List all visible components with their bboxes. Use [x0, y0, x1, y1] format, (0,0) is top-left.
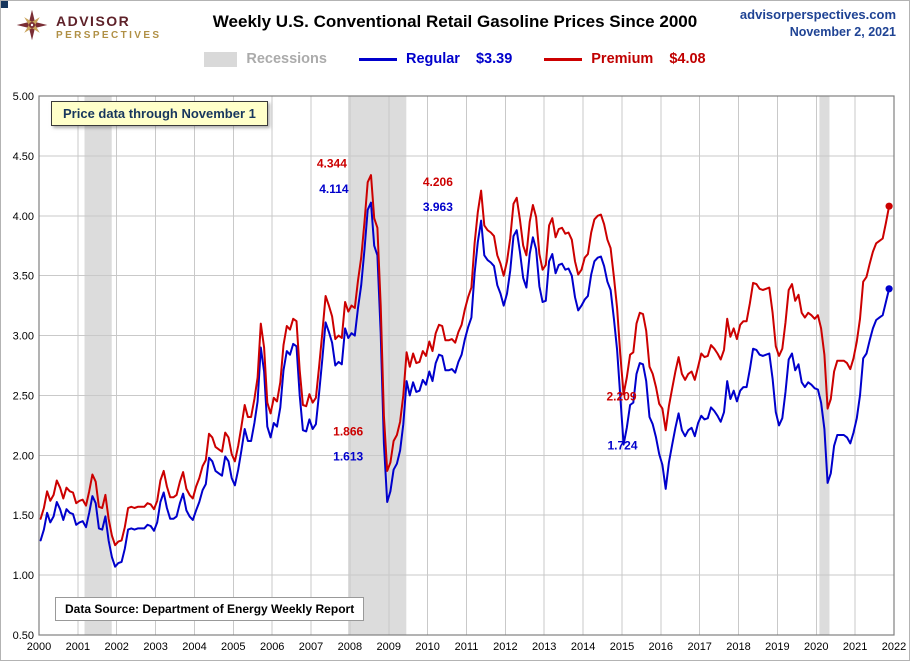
regular-price-line [39, 201, 891, 568]
legend-item-premium: Premium $4.08 [544, 51, 706, 67]
annotation-1.866: 1.866 [333, 424, 363, 438]
data-source-label: Data Source: Department of Energy Weekly… [55, 597, 365, 621]
x-tick-label: 2009 [377, 641, 401, 653]
advisor-perspectives-logo: ADVISOR PERSPECTIVES [15, 8, 162, 47]
recession-band [84, 96, 112, 635]
x-tick-label: 2021 [843, 641, 867, 653]
y-tick-label: 0.50 [13, 630, 34, 642]
annotation-4.344: 4.344 [317, 157, 347, 171]
price-data-note: Price data through November 1 [51, 101, 268, 126]
y-tick-label: 2.50 [13, 390, 34, 402]
x-tick-label: 2006 [260, 641, 284, 653]
x-tick-label: 2014 [571, 641, 595, 653]
premium-price-line [39, 174, 891, 547]
chart-legend: Recessions Regular $3.39 Premium $4.08 [1, 51, 909, 67]
premium-end-dot [885, 202, 893, 210]
legend-premium-label: Premium [591, 51, 654, 67]
x-tick-label: 2016 [649, 641, 673, 653]
logo-line-advisor: ADVISOR [56, 13, 131, 30]
x-tick-label: 2012 [493, 641, 517, 653]
site-url: advisorperspectives.com [739, 7, 896, 22]
legend-premium-value: $4.08 [669, 51, 706, 67]
x-tick-label: 2003 [143, 641, 167, 653]
x-tick-label: 2000 [27, 641, 51, 653]
x-tick-label: 2004 [182, 641, 206, 653]
y-tick-label: 4.50 [13, 151, 34, 163]
x-tick-label: 2020 [804, 641, 828, 653]
x-tick-label: 2013 [532, 641, 556, 653]
annotation-1.613: 1.613 [333, 450, 363, 464]
regular-line-swatch [358, 57, 397, 61]
x-tick-label: 2001 [66, 641, 90, 653]
recession-swatch [204, 51, 238, 67]
x-tick-label: 2017 [687, 641, 711, 653]
publication-date: November 2, 2021 [789, 24, 896, 39]
y-tick-label: 3.00 [13, 331, 34, 343]
recession-band [348, 96, 407, 635]
premium-line-swatch [544, 57, 583, 61]
logo-text: ADVISOR PERSPECTIVES [56, 13, 162, 41]
x-tick-label: 2018 [726, 641, 750, 653]
regular-end-dot [885, 285, 893, 293]
logo-line-perspectives: PERSPECTIVES [56, 29, 162, 41]
y-tick-label: 3.50 [13, 271, 34, 283]
y-tick-label: 2.00 [13, 450, 34, 462]
annotation-3.963: 3.963 [423, 200, 453, 214]
y-tick-label: 5.00 [13, 91, 34, 103]
x-tick-label: 2010 [415, 641, 439, 653]
y-tick-label: 4.00 [13, 211, 34, 223]
legend-item-regular: Regular $3.39 [358, 51, 513, 67]
y-tick-label: 1.50 [13, 510, 34, 522]
x-tick-label: 2011 [455, 641, 479, 653]
x-tick-label: 2002 [104, 641, 128, 653]
annotation-2.209: 2.209 [606, 389, 636, 403]
x-tick-label: 2008 [338, 641, 362, 653]
annotation-4.206: 4.206 [423, 175, 453, 189]
annotation-4.114: 4.114 [319, 182, 349, 196]
site-block: advisorperspectives.com November 2, 2021 [740, 7, 896, 40]
legend-recessions-label: Recessions [246, 51, 327, 67]
x-tick-label: 2019 [765, 641, 789, 653]
y-tick-label: 1.00 [13, 570, 34, 582]
plot-border [38, 95, 895, 636]
x-tick-label: 2015 [610, 641, 634, 653]
x-tick-label: 2007 [299, 641, 323, 653]
corner-mark [1, 1, 8, 8]
x-tick-label: 2022 [882, 641, 906, 653]
legend-item-recessions: Recessions [204, 51, 327, 67]
page-title: Weekly U.S. Conventional Retail Gasoline… [212, 12, 698, 31]
annotation-1.724: 1.724 [607, 438, 637, 452]
compass-logo-icon [15, 8, 49, 47]
legend-regular-value: $3.39 [475, 51, 513, 67]
x-tick-label: 2005 [221, 641, 245, 653]
legend-regular-label: Regular [405, 51, 460, 67]
